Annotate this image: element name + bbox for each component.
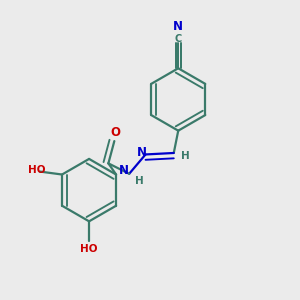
Text: HO: HO xyxy=(80,244,98,254)
Text: O: O xyxy=(110,126,120,139)
Text: N: N xyxy=(173,20,183,33)
Text: HO: HO xyxy=(28,165,46,175)
Text: H: H xyxy=(135,176,144,186)
Text: C: C xyxy=(175,34,182,44)
Text: N: N xyxy=(119,164,129,177)
Text: N: N xyxy=(137,146,147,160)
Text: H: H xyxy=(181,151,190,161)
